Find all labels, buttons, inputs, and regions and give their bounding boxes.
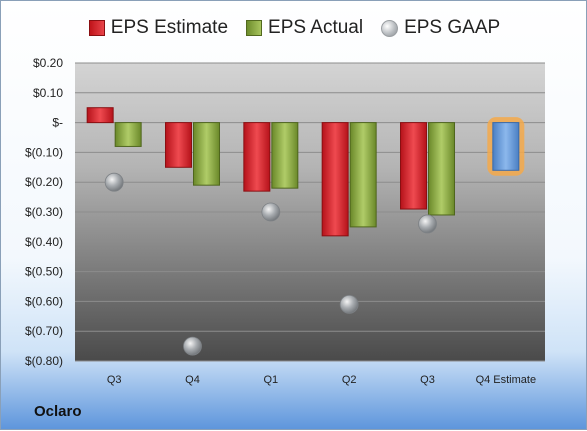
legend-item-gaap: EPS GAAP [381,17,500,39]
y-tick-label: $- [52,116,63,130]
legend-item-estimate: EPS Estimate [88,17,229,39]
actual-bar [114,122,142,147]
estimate-bar [165,122,192,168]
gaap-point [104,172,124,192]
company-name: Oclaro [34,403,82,420]
actual-bar [428,122,455,216]
y-tick-label: $(0.10) [25,145,63,159]
x-tick-label: Q1 [263,374,278,386]
actual-swatch-icon [246,20,263,36]
x-tick-label: Q3 [420,374,435,386]
x-tick-label: Q2 [342,374,357,386]
legend: EPS Estimate EPS Actual EPS GAAP [1,17,587,39]
x-tick-label: Q4 Estimate [476,374,537,386]
x-tick-label: Q4 [185,374,200,386]
gaap-point [261,202,281,222]
x-tick-label: Q3 [107,374,122,386]
y-tick-label: $0.10 [33,86,63,100]
forecast-bar [492,122,520,171]
y-tick-label: $0.20 [33,56,63,70]
estimate-swatch-icon [88,20,105,36]
y-tick-label: $(0.70) [25,324,63,338]
y-tick-labels: $0.20 $0.10 $- $(0.10) $(0.20) $(0.30) $(0.40)… [25,56,63,368]
y-tick-label: $(0.60) [25,294,63,308]
y-tick-label: $(0.40) [25,235,63,249]
estimate-bar [86,107,114,124]
forecast-glow [487,117,525,176]
y-tick-label: $(0.50) [25,265,63,279]
legend-label-estimate: EPS Estimate [110,17,229,38]
estimate-bar [243,122,271,192]
gaap-point [183,336,202,356]
estimate-bar [400,122,427,210]
actual-bar [271,122,299,189]
gridlines [75,62,545,362]
bars [86,107,525,356]
legend-item-actual: EPS Actual [246,17,363,39]
legend-label-gaap: EPS GAAP [404,17,501,38]
gaap-point [339,294,359,314]
actual-bar [349,122,377,228]
x-tick-labels: Q3 Q4 Q1 Q2 Q3 Q4 Estimate [107,374,536,386]
y-tick-label: $(0.30) [25,205,63,219]
estimate-bar [321,122,349,237]
y-tick-label: $(0.80) [25,354,63,368]
gaap-point [418,214,437,234]
actual-bar [193,122,220,186]
gaap-swatch-icon [381,19,399,37]
y-tick-label: $(0.20) [25,175,63,189]
legend-label-actual: EPS Actual [268,17,364,38]
